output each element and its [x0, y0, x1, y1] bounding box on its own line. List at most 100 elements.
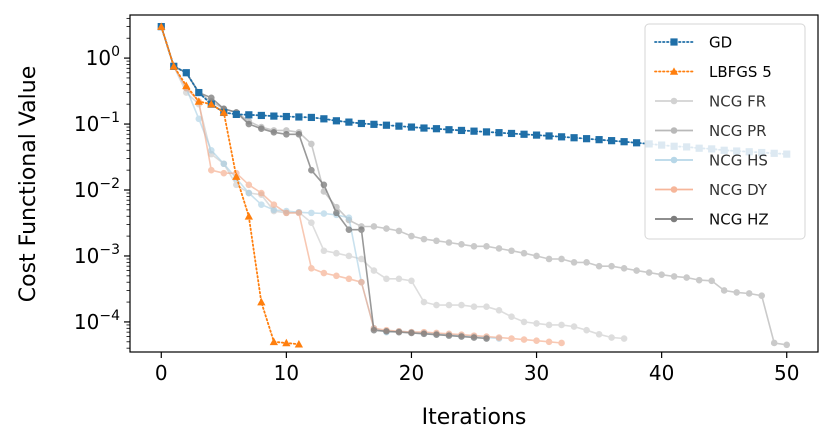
data-point [545, 338, 553, 346]
data-point [520, 318, 528, 326]
data-point [595, 136, 603, 144]
data-point [533, 320, 540, 327]
data-point [407, 123, 416, 131]
data-point [445, 301, 453, 309]
data-point [358, 278, 365, 286]
legend-label: GD [709, 34, 732, 52]
legend-entry: NCG HZ [655, 211, 769, 229]
data-point [258, 201, 265, 208]
legend-label: NCG HZ [709, 211, 769, 229]
data-point [533, 252, 540, 260]
legend-marker [670, 97, 678, 105]
data-point [582, 135, 591, 143]
data-point [520, 249, 528, 257]
legend-label: NCG DY [709, 181, 768, 199]
x-tick-label: 10 [274, 361, 299, 385]
data-point [482, 128, 491, 136]
data-point [595, 262, 603, 270]
data-point [308, 166, 315, 174]
data-point [182, 81, 191, 90]
data-point [195, 88, 203, 97]
data-point [408, 232, 415, 240]
x-axis-label: Iterations [422, 405, 527, 430]
data-point [420, 298, 428, 306]
legend: GD LBFGS 5 NCG FR NCG PR NCG HS NCG DY NCG HZ [644, 23, 806, 240]
data-point [770, 339, 778, 347]
data-point [257, 297, 266, 306]
y-axis-label: Cost Functional Value [16, 66, 41, 302]
series-layer [157, 22, 791, 349]
data-point [395, 275, 403, 283]
y-tick-base: 10 [74, 244, 99, 268]
series-line [160, 26, 500, 340]
data-point [445, 126, 453, 134]
data-point [320, 115, 328, 123]
legend-entry: LBFGS 5 [654, 63, 772, 81]
data-point [720, 287, 728, 294]
data-point [358, 255, 365, 263]
data-point [583, 326, 590, 334]
data-point [420, 235, 428, 243]
legend-marker [670, 38, 678, 46]
data-point [270, 112, 278, 120]
y-tick-base: 10 [74, 112, 99, 136]
data-point [545, 132, 553, 140]
data-point [245, 120, 253, 128]
data-point [683, 274, 690, 281]
legend-entry: NCG FR [655, 93, 766, 111]
data-point [783, 341, 791, 349]
data-point [308, 265, 315, 272]
series-ncg-fr [157, 23, 628, 342]
data-point [608, 262, 615, 270]
x-tick-label: 30 [524, 361, 549, 385]
data-point [470, 243, 478, 250]
legend-label: NCG FR [709, 93, 766, 111]
data-point [195, 115, 203, 123]
data-point [620, 138, 628, 146]
data-point [370, 326, 378, 334]
data-point [333, 272, 340, 280]
data-point [232, 172, 241, 180]
data-point [345, 275, 353, 283]
data-point [557, 133, 566, 141]
data-point [558, 255, 565, 263]
data-point [320, 269, 328, 277]
data-point [395, 227, 403, 235]
y-tick-label: 10−1 [74, 110, 120, 136]
series-ncg-dy [157, 23, 565, 347]
data-point [458, 333, 465, 340]
y-tick-base: 10 [86, 46, 111, 70]
data-point [283, 130, 290, 138]
data-point [483, 335, 490, 342]
data-point [508, 335, 515, 342]
data-point [182, 69, 190, 77]
y-tick-exponent: −3 [99, 242, 120, 258]
data-point [495, 245, 503, 252]
data-point [508, 313, 515, 321]
data-point [345, 252, 353, 260]
data-point [520, 336, 528, 343]
legend-marker [670, 186, 678, 193]
data-point [508, 247, 515, 255]
data-point [157, 22, 166, 30]
data-point [307, 113, 315, 122]
data-point [194, 97, 203, 105]
series-ncg-hs [157, 23, 503, 342]
legend-label: NCG HS [709, 152, 768, 170]
legend-marker [670, 156, 678, 164]
y-tick-label: 100 [86, 44, 120, 70]
data-point [345, 214, 353, 222]
data-point [208, 166, 215, 174]
data-point [383, 275, 390, 283]
data-point [708, 277, 715, 285]
y-tick-exponent: −1 [99, 110, 120, 126]
data-point [270, 201, 278, 208]
series-line [160, 25, 300, 346]
data-point [383, 328, 390, 335]
data-point [645, 269, 653, 276]
data-point [333, 209, 340, 217]
data-point [558, 321, 565, 329]
series-line [160, 26, 625, 340]
